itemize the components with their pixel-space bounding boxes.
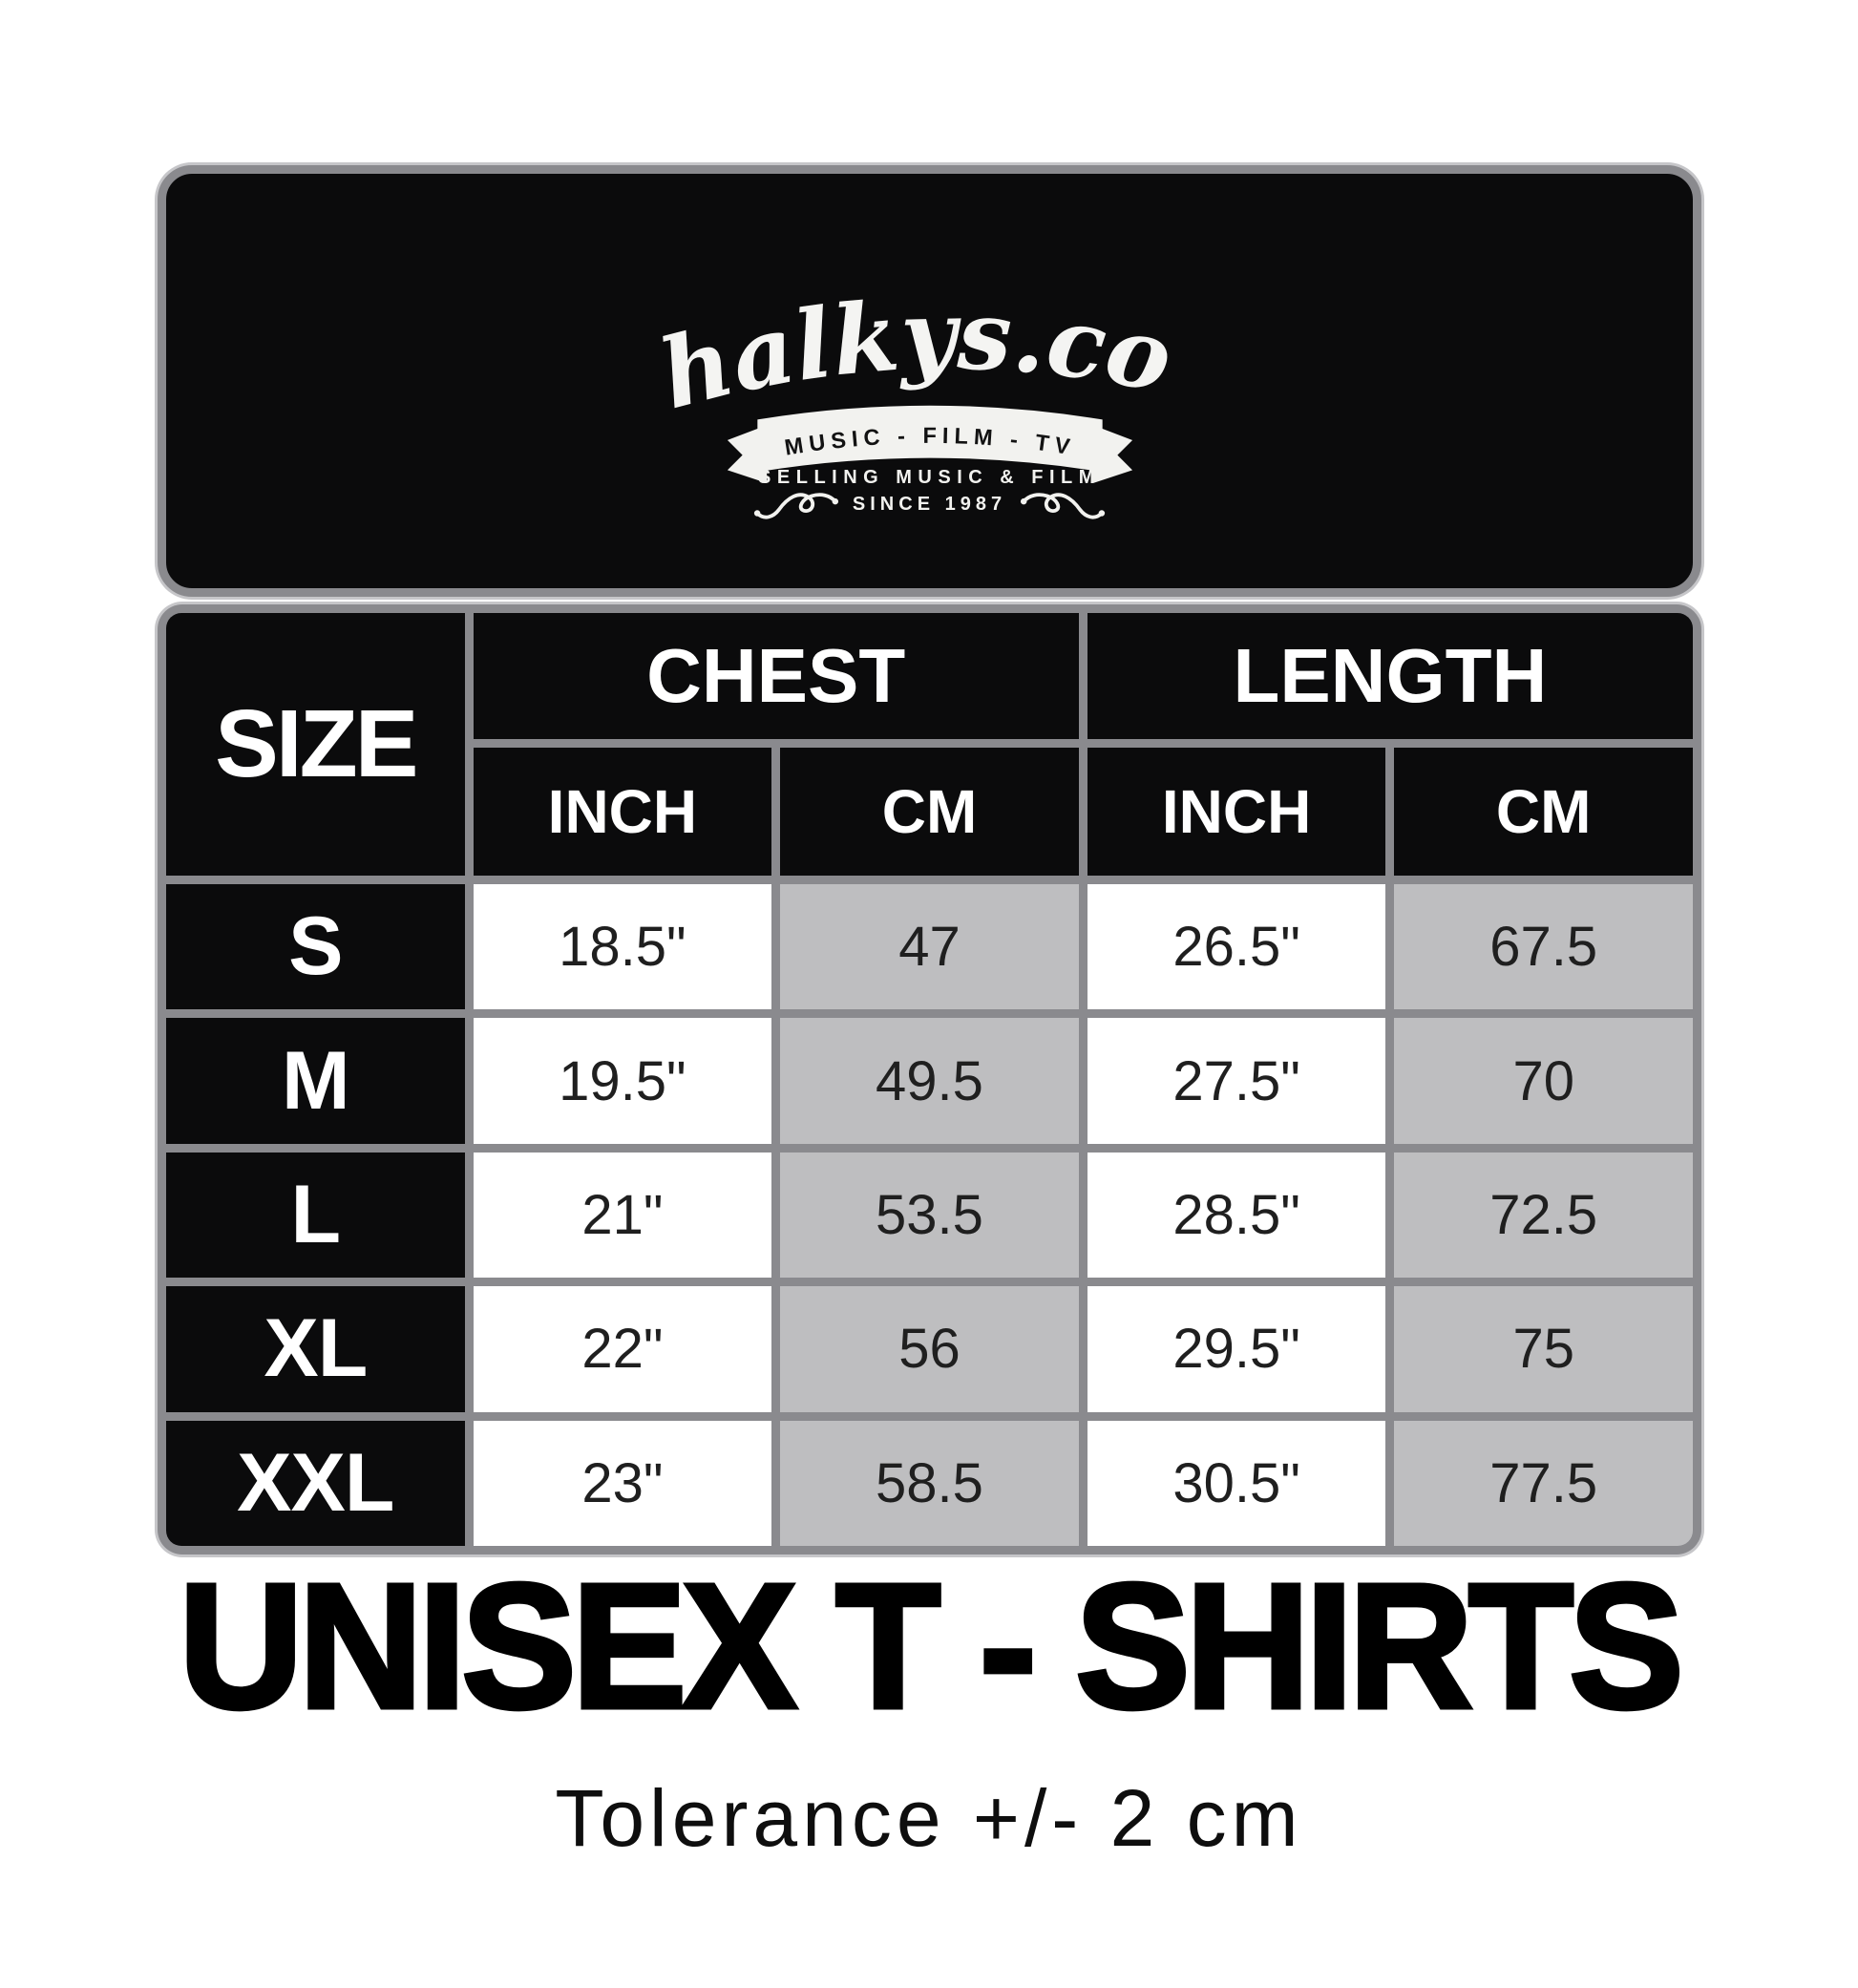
size-table: SIZE CHEST LENGTH INCH CM INCH CM S 18.5… bbox=[158, 604, 1701, 1554]
chest-inch-m: 19.5" bbox=[473, 1018, 772, 1144]
since-row: SINCE 1987 bbox=[166, 486, 1693, 522]
logo-since: SINCE 1987 bbox=[852, 493, 1007, 515]
chest-inch-xl: 22" bbox=[473, 1286, 772, 1412]
length-cm-l: 72.5 bbox=[1394, 1152, 1693, 1279]
chest-cm-xl: 56 bbox=[780, 1286, 1079, 1412]
length-group-header: LENGTH bbox=[1087, 613, 1693, 739]
chest-inch-xxl: 23" bbox=[473, 1420, 772, 1546]
size-label-m: M bbox=[166, 1018, 465, 1144]
tolerance-note: Tolerance +/- 2 cm bbox=[555, 1773, 1303, 1863]
chest-cm-xxl: 58.5 bbox=[780, 1420, 1079, 1546]
length-inch-xxl: 30.5" bbox=[1087, 1420, 1386, 1546]
logo-tagline: SELLING MUSIC & FILM bbox=[758, 467, 1101, 488]
ribbon-band bbox=[756, 405, 1103, 473]
length-cm-m: 70 bbox=[1394, 1018, 1693, 1144]
length-inch-header: INCH bbox=[1087, 748, 1386, 876]
length-inch-s: 26.5" bbox=[1087, 884, 1386, 1010]
ribbon-left-tail bbox=[727, 425, 767, 484]
chest-cm-l: 53.5 bbox=[780, 1152, 1079, 1279]
ribbon-right-tail bbox=[1092, 425, 1132, 484]
chest-cm-header: CM bbox=[780, 748, 1079, 876]
chest-inch-s: 18.5" bbox=[473, 884, 772, 1010]
length-inch-l: 28.5" bbox=[1087, 1152, 1386, 1279]
flourish-right-icon bbox=[1021, 493, 1106, 519]
chest-cm-m: 49.5 bbox=[780, 1018, 1079, 1144]
chest-inch-header: INCH bbox=[473, 748, 772, 876]
length-cm-xxl: 77.5 bbox=[1394, 1420, 1693, 1546]
flourish-left-icon bbox=[753, 493, 838, 519]
size-label-xxl: XXL bbox=[166, 1420, 465, 1546]
size-label-l: L bbox=[166, 1152, 465, 1279]
length-inch-xl: 29.5" bbox=[1087, 1286, 1386, 1412]
size-label-xl: XL bbox=[166, 1286, 465, 1412]
length-inch-m: 27.5" bbox=[1087, 1018, 1386, 1144]
chest-group-header: CHEST bbox=[473, 613, 1079, 739]
ribbon-banner: MUSIC - FILM - TV bbox=[727, 405, 1132, 484]
size-column-header: SIZE bbox=[166, 613, 465, 876]
size-label-s: S bbox=[166, 884, 465, 1010]
brand-header-card: Chalkys.com MUSIC - FILM - TV SELLING MU… bbox=[158, 165, 1701, 597]
length-cm-s: 67.5 bbox=[1394, 884, 1693, 1010]
chest-cm-s: 47 bbox=[780, 884, 1079, 1010]
page-title: UNISEX T - SHIRTS bbox=[177, 1548, 1686, 1745]
chest-inch-l: 21" bbox=[473, 1152, 772, 1279]
length-cm-xl: 75 bbox=[1394, 1286, 1693, 1412]
length-cm-header: CM bbox=[1394, 748, 1693, 876]
